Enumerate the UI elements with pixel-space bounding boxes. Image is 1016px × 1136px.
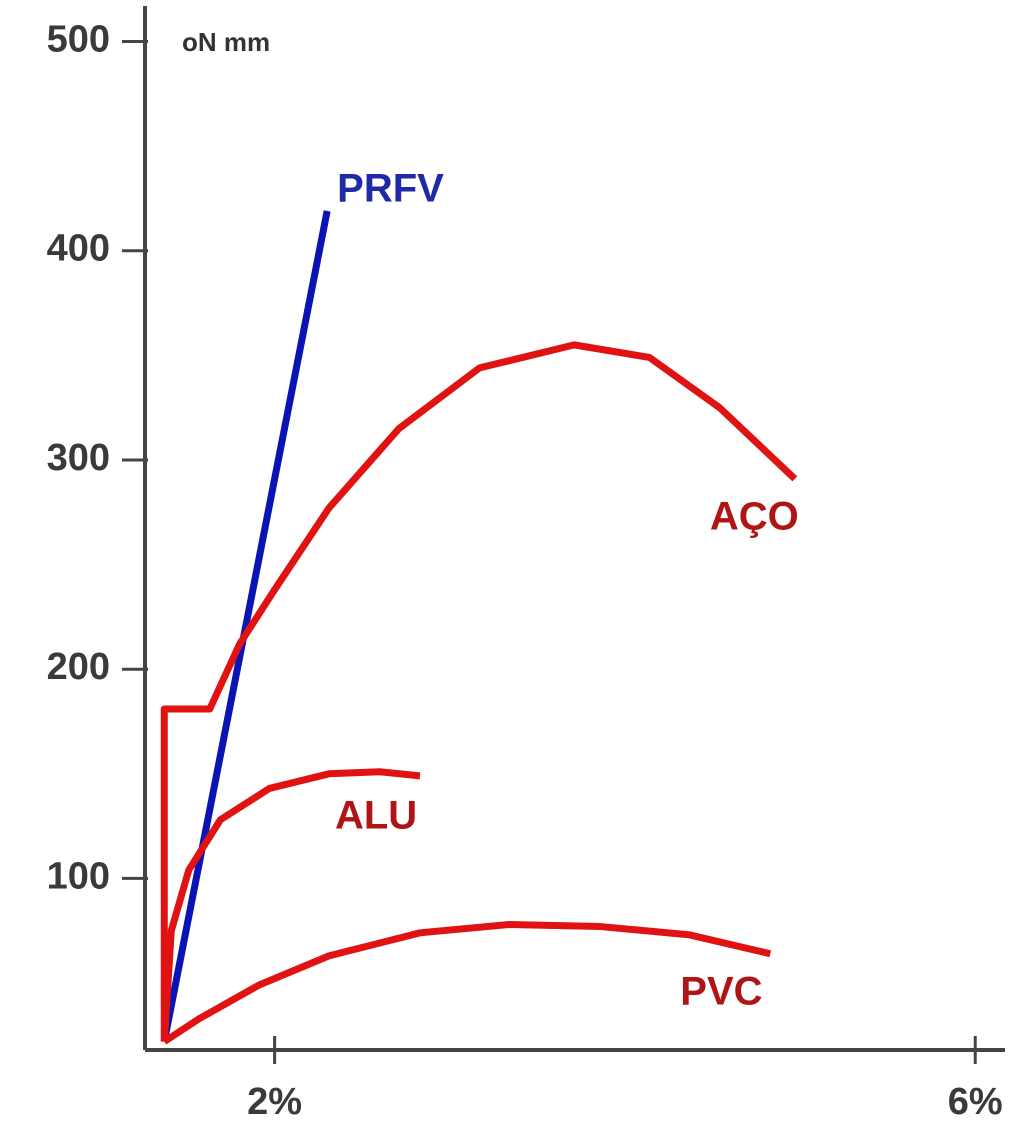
series-label: ALU (335, 793, 417, 837)
y-axis-label: oN mm (182, 27, 270, 57)
series-line (160, 341, 798, 1042)
y-tick-label: 200 (47, 646, 110, 688)
x-tick-label: 6% (948, 1081, 1003, 1123)
series-line (160, 210, 331, 1043)
series-line (162, 920, 772, 1045)
series-label: AÇO (710, 494, 799, 538)
y-tick-label: 300 (47, 437, 110, 479)
x-tick-label: 2% (247, 1081, 302, 1123)
series-label: PRFV (337, 167, 444, 211)
series-line (160, 768, 421, 1042)
y-tick-label: 400 (47, 228, 110, 270)
y-tick-label: 500 (47, 19, 110, 61)
series-label: PVC (680, 969, 762, 1013)
y-tick-label: 100 (47, 855, 110, 897)
